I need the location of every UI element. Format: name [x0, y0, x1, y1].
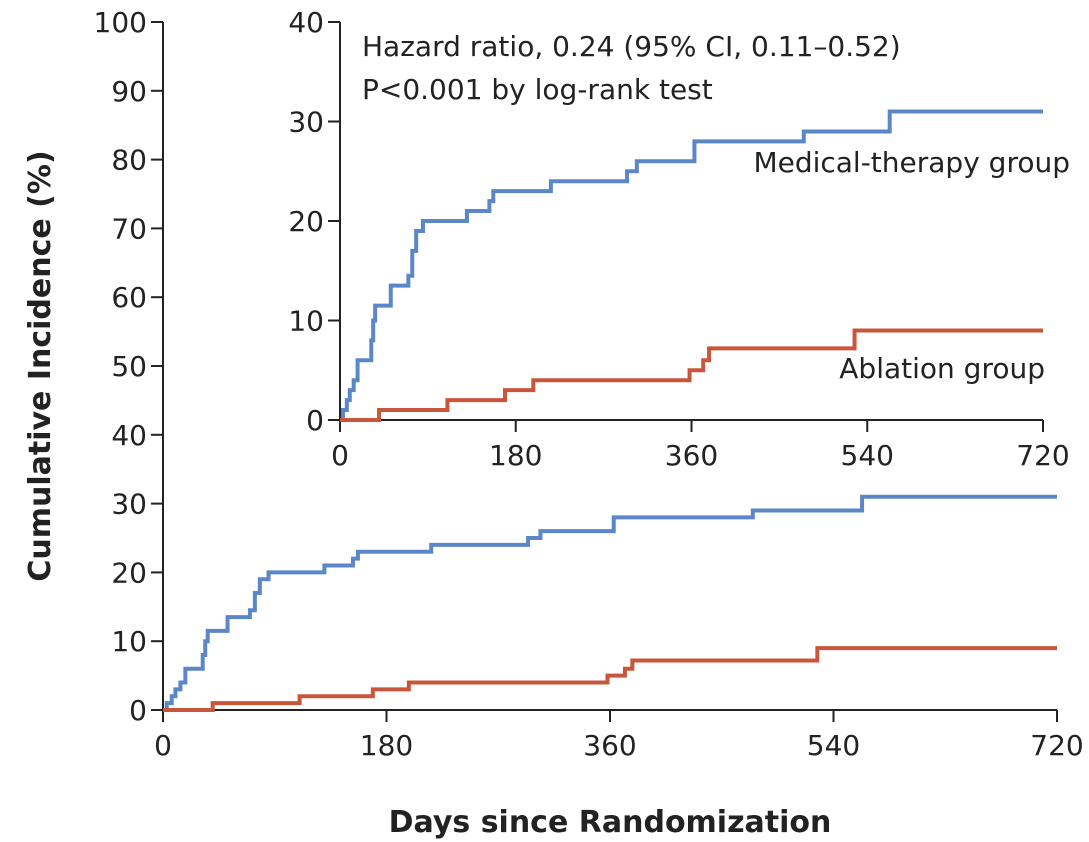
- y-tick-label: 50: [111, 350, 147, 383]
- x-tick-label: 540: [841, 439, 894, 472]
- annotation: Hazard ratio, 0.24 (95% CI, 0.11–0.52): [362, 30, 901, 63]
- series-line: [340, 109, 1043, 422]
- y-tick-label: 40: [111, 419, 147, 452]
- x-tick-label: 0: [331, 439, 349, 472]
- y-tick-label: 90: [111, 75, 147, 108]
- y-tick-label: 0: [306, 404, 324, 437]
- series-label: Medical-therapy group: [753, 146, 1070, 179]
- y-axis-label: Cumulative Incidence (%): [23, 150, 58, 581]
- x-tick-label: 720: [1030, 729, 1083, 762]
- y-tick-label: 0: [129, 694, 147, 727]
- y-tick-label: 40: [288, 6, 324, 39]
- series-label: Ablation group: [839, 352, 1045, 385]
- y-tick-label: 70: [111, 212, 147, 245]
- annotation: P<0.001 by log-rank test: [362, 73, 713, 106]
- y-tick-label: 80: [111, 144, 147, 177]
- y-tick-label: 20: [111, 556, 147, 589]
- y-tick-label: 10: [111, 625, 147, 658]
- y-tick-label: 30: [111, 488, 147, 521]
- x-tick-label: 0: [154, 729, 172, 762]
- x-tick-label: 180: [489, 439, 542, 472]
- series-line: [340, 328, 1043, 422]
- y-tick-label: 10: [288, 305, 324, 338]
- x-axis-label: Days since Randomization: [389, 805, 832, 840]
- x-tick-label: 540: [807, 729, 860, 762]
- x-tick-label: 360: [665, 439, 718, 472]
- series-line: [163, 646, 1057, 712]
- y-tick-label: 60: [111, 281, 147, 314]
- series-line: [163, 494, 1057, 712]
- x-tick-label: 180: [360, 729, 413, 762]
- y-tick-label: 30: [288, 106, 324, 139]
- x-tick-label: 720: [1016, 439, 1069, 472]
- y-tick-label: 100: [94, 6, 147, 39]
- y-tick-label: 20: [288, 205, 324, 238]
- x-tick-label: 360: [583, 729, 636, 762]
